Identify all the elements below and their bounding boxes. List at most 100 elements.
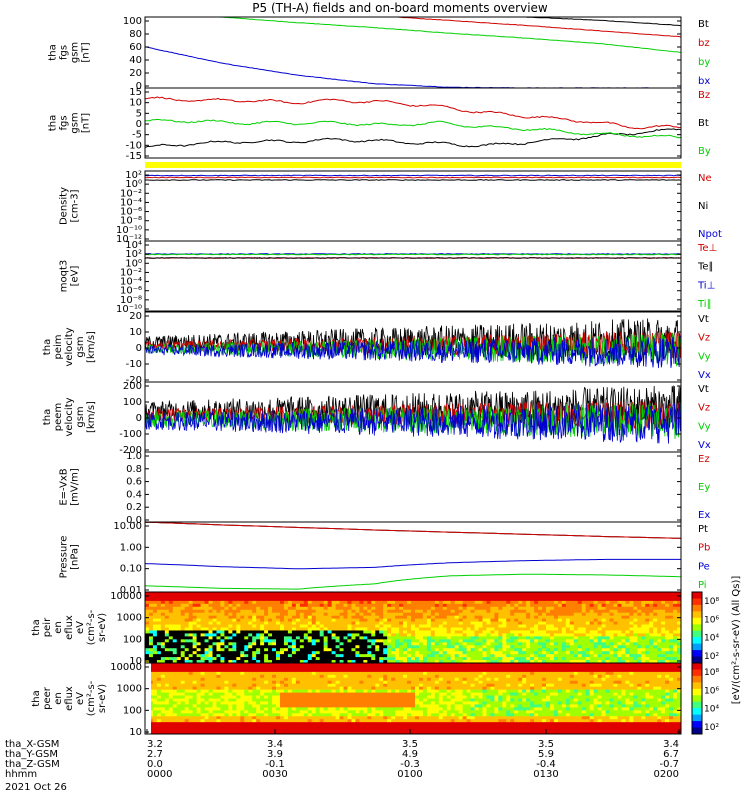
spectrogram-cell [319, 665, 325, 670]
spectrogram-cell [621, 603, 627, 608]
spectrogram-cell [323, 657, 329, 661]
spectrogram-cell [311, 615, 317, 620]
spectrogram-cell [561, 660, 567, 663]
spectrogram-cell [673, 615, 678, 620]
spectrogram-cell [176, 686, 182, 691]
spectrogram-cell [367, 665, 372, 670]
spectrogram-cell [553, 606, 559, 611]
spectrogram-cell [160, 731, 166, 734]
spectrogram-cell [538, 654, 543, 658]
spectrogram-cell [669, 612, 674, 617]
spectrogram-cell [347, 615, 353, 620]
spectrogram-cell [569, 645, 575, 649]
spectrogram-cell [518, 615, 523, 620]
spectrogram-cell [649, 645, 654, 649]
spectrogram-cell [669, 651, 674, 655]
spectrogram-cell [399, 612, 404, 617]
spectrogram-cell [367, 725, 372, 729]
spectrogram-cell [180, 594, 186, 599]
spectrogram-cell [256, 663, 261, 667]
spectrogram-cell [339, 618, 345, 623]
spectrogram-cell [291, 603, 297, 608]
legend-entry-bz: bz [698, 38, 710, 49]
spectrogram-cell [283, 600, 289, 605]
spectrogram-cell [375, 686, 380, 691]
spectrogram-cell [466, 597, 472, 602]
spectrogram-cell [323, 603, 329, 608]
spectrogram-cell [295, 627, 301, 632]
spectrogram-cell [327, 615, 333, 620]
spectrogram-cell [303, 645, 309, 649]
spectrogram-cell [478, 606, 484, 611]
spectrogram-cell [260, 648, 265, 652]
spectrogram-cell [597, 654, 603, 658]
spectrogram-cell [160, 698, 166, 703]
spectrogram-cell [569, 612, 575, 617]
spectrogram-cell [168, 621, 174, 626]
spectrogram-cell [192, 606, 198, 611]
spectrogram-cell [172, 698, 178, 703]
spectrogram-cell [534, 633, 539, 637]
spectrogram-cell [260, 624, 265, 629]
spectrogram-cell [283, 609, 289, 614]
spectrogram-cell [498, 606, 503, 611]
spectrogram-cell [331, 713, 337, 717]
spectrogram-cell [335, 606, 341, 611]
spectrogram-cell [609, 642, 615, 646]
spectrogram-cell [430, 627, 436, 632]
spectrogram-cell [557, 654, 563, 658]
spectrogram-cell [343, 594, 349, 599]
spectrogram-cell [426, 654, 432, 658]
spectrogram-cell [228, 692, 233, 697]
spectrogram-cell [661, 660, 666, 663]
spectrogram-cell [224, 639, 229, 643]
spectrogram-cell [252, 651, 257, 655]
spectrogram-cell [371, 698, 376, 703]
spectrogram-cell [502, 630, 507, 635]
spectrogram-cell [299, 645, 305, 649]
spectrogram-cell [192, 627, 198, 632]
spectrogram-cell [367, 728, 372, 732]
spectrogram-cell [573, 603, 579, 608]
spectrogram-cell [287, 609, 293, 614]
spectrogram-cell [236, 716, 241, 720]
spectrogram-cell [276, 618, 281, 623]
spectrogram-cell [399, 645, 404, 649]
spectrogram-cell [434, 657, 440, 661]
spectrogram-cell [272, 642, 277, 646]
spectrogram-cell [661, 624, 666, 629]
spectrogram-cell [180, 600, 186, 605]
spectrogram-cell [450, 660, 456, 663]
spectrogram-cell [506, 615, 511, 620]
spectrogram-cell [347, 609, 353, 614]
spectrogram-cell [240, 636, 245, 640]
y-tick-label: 0 [136, 119, 142, 130]
spectrogram-cell [549, 612, 555, 617]
spectrogram-cell [418, 606, 424, 611]
spectrogram-cell [283, 645, 289, 649]
spectrogram-cell [466, 642, 472, 646]
spectrogram-cell [629, 612, 634, 617]
spectrogram-cell [343, 651, 349, 655]
spectrogram-cell [470, 630, 476, 635]
spectrogram-cell [216, 600, 222, 605]
spectrogram-cell [422, 642, 428, 646]
spectrogram-cell [379, 680, 384, 685]
spectrogram-cell [236, 630, 241, 635]
spectrogram-cell [454, 600, 460, 605]
spectrogram-cell [196, 642, 202, 646]
spectrogram-cell [597, 639, 603, 643]
spectrogram-cell [164, 621, 170, 626]
spectrogram-cell [625, 630, 630, 635]
spectrogram-cell [232, 728, 237, 732]
spectrogram-cell [208, 707, 214, 711]
spectrogram-cell [200, 704, 206, 708]
spectrogram-cell [387, 609, 392, 614]
spectrogram-cell [474, 651, 480, 655]
spectrogram-cell [208, 701, 214, 706]
spectrogram-cell [268, 725, 273, 729]
spectrogram-cell [565, 633, 571, 637]
spectrogram-cell [256, 657, 261, 661]
spectrogram-cell [240, 689, 245, 694]
spectrogram-cell [462, 621, 468, 626]
